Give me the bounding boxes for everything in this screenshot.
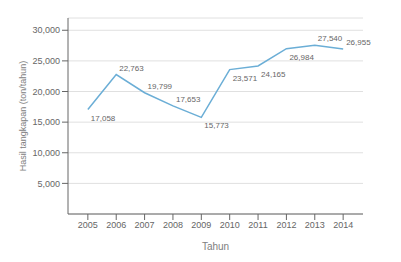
svg-text:2013: 2013 (305, 220, 325, 230)
svg-text:Tahun: Tahun (202, 241, 229, 252)
svg-text:2007: 2007 (135, 220, 155, 230)
svg-text:15,773: 15,773 (204, 121, 229, 130)
svg-text:17,058: 17,058 (91, 114, 116, 123)
svg-text:30,000: 30,000 (32, 25, 60, 35)
svg-text:26,955: 26,955 (346, 38, 371, 47)
svg-text:24,165: 24,165 (261, 70, 286, 79)
svg-text:2012: 2012 (276, 220, 296, 230)
svg-text:2014: 2014 (333, 220, 353, 230)
svg-text:2009: 2009 (191, 220, 211, 230)
svg-text:26,984: 26,984 (289, 53, 314, 62)
svg-text:2006: 2006 (106, 220, 126, 230)
svg-text:2005: 2005 (78, 220, 98, 230)
svg-text:20,000: 20,000 (32, 87, 60, 97)
svg-text:23,571: 23,571 (233, 74, 258, 83)
svg-text:Hasil tangkapan (ton/tahun): Hasil tangkapan (ton/tahun) (18, 61, 28, 172)
svg-text:10,000: 10,000 (32, 148, 60, 158)
svg-text:2008: 2008 (163, 220, 183, 230)
svg-text:25,000: 25,000 (32, 56, 60, 66)
svg-text:5,000: 5,000 (37, 179, 60, 189)
svg-text:27,540: 27,540 (318, 34, 343, 43)
svg-text:2010: 2010 (220, 220, 240, 230)
svg-text:15,000: 15,000 (32, 117, 60, 127)
svg-text:17,653: 17,653 (176, 95, 201, 104)
svg-text:2011: 2011 (248, 220, 267, 230)
svg-text:22,763: 22,763 (119, 64, 144, 73)
svg-text:19,799: 19,799 (148, 82, 173, 91)
